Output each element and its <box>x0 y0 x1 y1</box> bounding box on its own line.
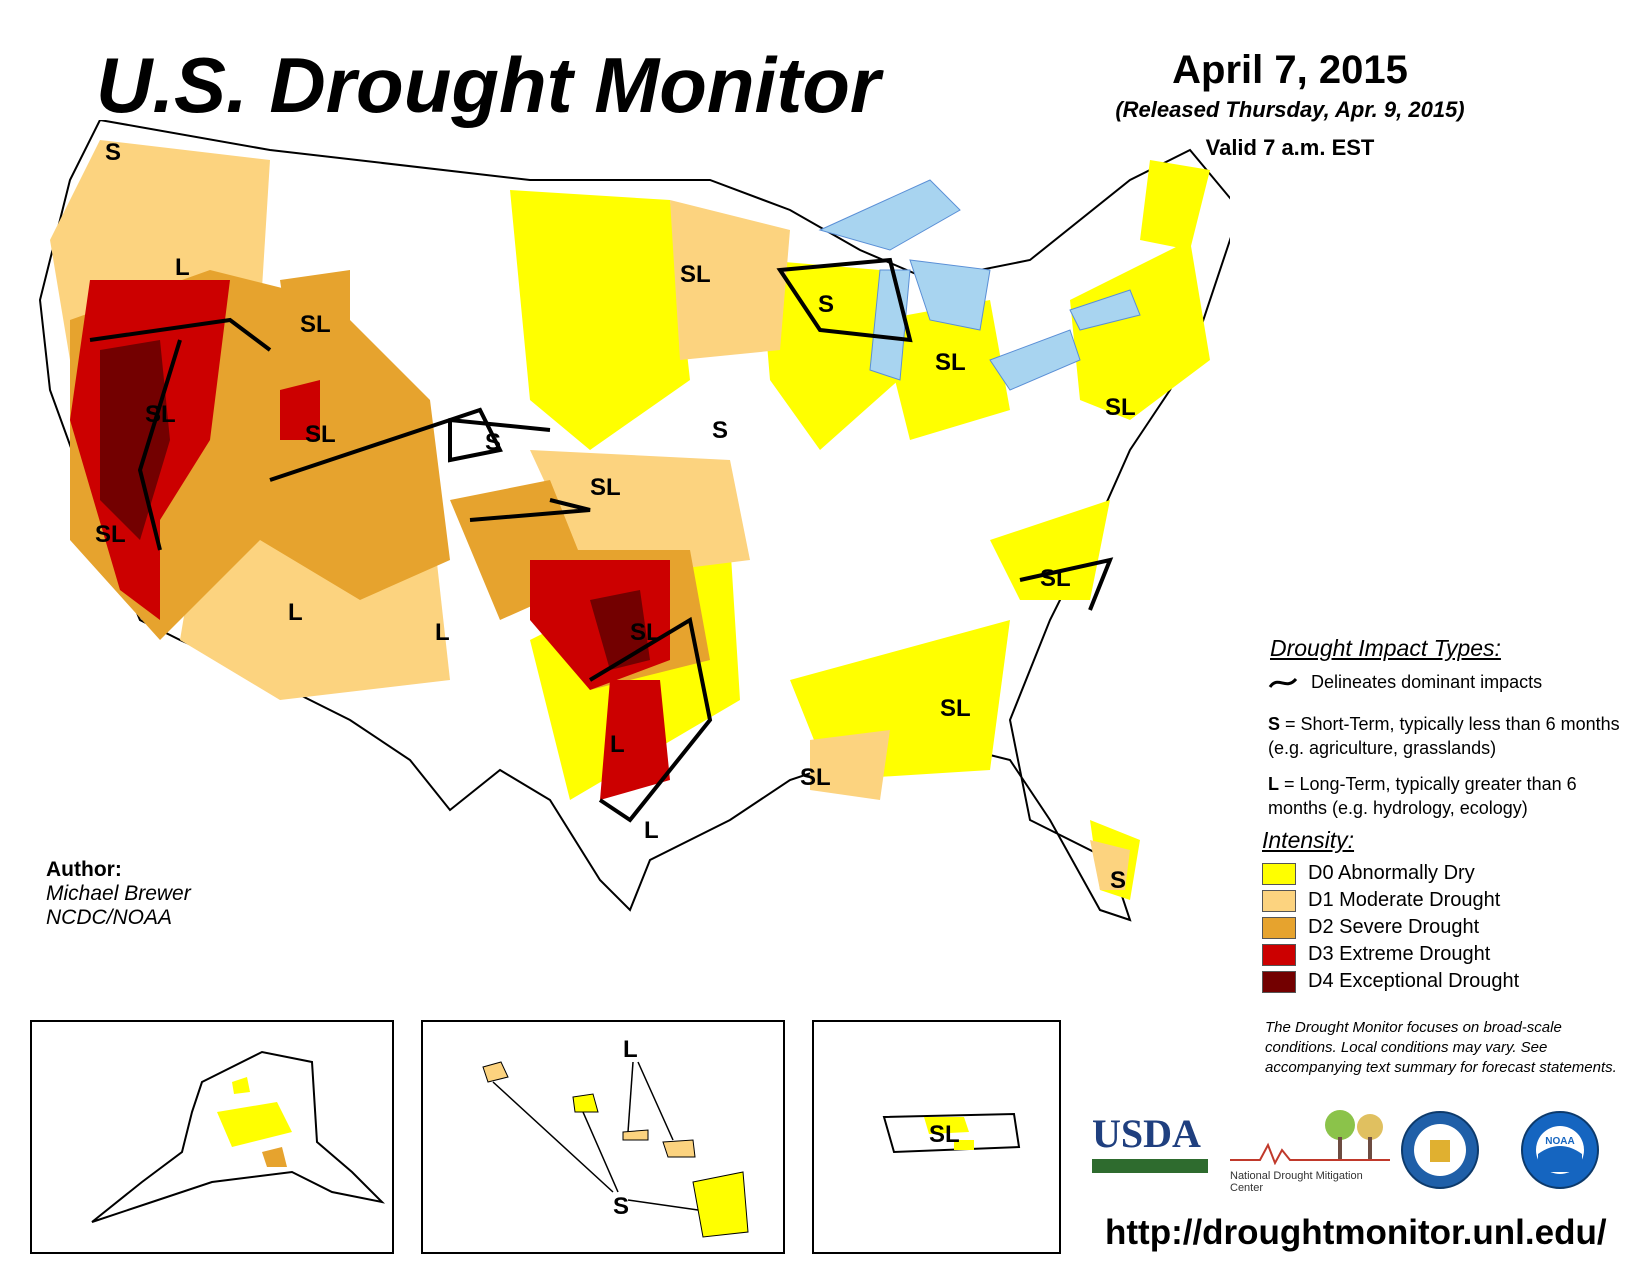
label-or-l: L <box>175 254 190 281</box>
d0-label: D0 Abnormally Dry <box>1308 862 1475 884</box>
delineates-legend-row: Delineates dominant impacts <box>1268 672 1542 693</box>
noaa-logo: NOAA <box>1520 1110 1600 1190</box>
d1-swatch <box>1262 889 1296 912</box>
ndmc-logo: National Drought Mitigation Center <box>1230 1105 1390 1194</box>
legend-d0: D0 Abnormally Dry <box>1262 862 1475 885</box>
d2-label: D2 Severe Drought <box>1308 916 1480 938</box>
label-pr-sl: SL <box>929 1121 960 1148</box>
d0-swatch <box>1262 862 1296 885</box>
label-wi-s: S <box>818 291 834 318</box>
disclaimer-text: The Drought Monitor focuses on broad-sca… <box>1265 1019 1617 1076</box>
delineates-text: Delineates dominant impacts <box>1311 672 1543 692</box>
label-tx-l: L <box>610 731 625 758</box>
label-mi-sl: SL <box>935 349 966 376</box>
legend-d3: D3 Extreme Drought <box>1262 943 1490 966</box>
label-wy-s: S <box>485 429 501 456</box>
short-term-key: S <box>1268 714 1281 734</box>
page-title: U.S. Drought Monitor <box>96 41 881 129</box>
usda-logo: USDA <box>1092 1110 1208 1190</box>
hawaii-map: L S <box>482 1036 749 1238</box>
long-term-key: L <box>1268 774 1279 794</box>
d4-label: D4 Exceptional Drought <box>1308 970 1520 992</box>
label-ca-sl: SL <box>95 521 126 548</box>
intensity-heading: Intensity: <box>1262 827 1355 853</box>
impact-types-heading: Drought Impact Types: <box>1270 635 1501 661</box>
conus-drought-map: S L SL SL SL S SL L L SL S SL S SL SL L … <box>38 120 1230 922</box>
label-tn-sl: SL <box>1040 565 1071 592</box>
label-la-sl: SL <box>800 764 831 791</box>
author-block: Author: Michael Brewer NCDC/NOAA <box>46 858 191 930</box>
label-ia-s: S <box>712 417 728 444</box>
author-org: NCDC/NOAA <box>46 906 173 929</box>
noaa-logo-text: NOAA <box>1545 1136 1574 1147</box>
d4-swatch <box>1262 970 1296 993</box>
short-term-text: = Short-Term, typically less than 6 mont… <box>1268 714 1620 758</box>
d4-areas <box>100 340 650 670</box>
delineation-line-icon <box>1268 678 1298 689</box>
legend-d2: D2 Severe Drought <box>1262 916 1479 939</box>
label-hi-l: L <box>623 1036 638 1063</box>
noaa-logo-icon: NOAA <box>1521 1111 1599 1189</box>
long-term-text: = Long-Term, typically greater than 6 mo… <box>1268 774 1577 818</box>
alaska-inset <box>30 1020 394 1254</box>
impact-lines <box>89 257 1114 823</box>
commerce-seal <box>1400 1110 1480 1190</box>
d2-swatch <box>1262 916 1296 939</box>
ndmc-logo-text: National Drought Mitigation Center <box>1230 1170 1363 1194</box>
puerto-rico-inset: SL <box>812 1020 1061 1254</box>
release-date: (Released Thursday, Apr. 9, 2015) <box>1115 97 1465 122</box>
label-ks-sl: SL <box>590 474 621 501</box>
usda-logo-band <box>1092 1159 1208 1173</box>
long-term-legend: L = Long-Term, typically greater than 6 … <box>1268 772 1628 820</box>
label-hi-s: S <box>613 1193 629 1220</box>
d3-swatch <box>1262 943 1296 966</box>
date-block: April 7, 2015 (Released Thursday, Apr. 9… <box>1080 48 1500 161</box>
label-nm-l: L <box>435 619 450 646</box>
label-mn-sl: SL <box>680 261 711 288</box>
label-al-sl: SL <box>940 695 971 722</box>
author-label: Author: <box>46 858 122 881</box>
label-id-sl: SL <box>300 311 331 338</box>
legend-d1: D1 Moderate Drought <box>1262 889 1500 912</box>
great-lakes <box>818 179 1141 391</box>
short-term-legend: S = Short-Term, typically less than 6 mo… <box>1268 712 1628 760</box>
valid-time: Valid 7 a.m. EST <box>1205 135 1375 160</box>
d1-label: D1 Moderate Drought <box>1308 889 1501 911</box>
label-pnw-s: S <box>105 139 121 166</box>
label-fl-s: S <box>1110 867 1126 894</box>
label-nv-sl: SL <box>145 401 176 428</box>
commerce-seal-icon <box>1401 1111 1479 1189</box>
website-url[interactable]: http://droughtmonitor.unl.edu/ <box>1105 1213 1607 1252</box>
alaska-map <box>91 1050 386 1223</box>
legend-d4: D4 Exceptional Drought <box>1262 970 1519 993</box>
label-pa-sl: SL <box>1105 394 1136 421</box>
ndmc-tree-icon <box>1230 1110 1390 1166</box>
author-name: Michael Brewer <box>46 882 191 905</box>
label-ut-sl: SL <box>305 421 336 448</box>
d3-label: D3 Extreme Drought <box>1308 943 1491 965</box>
hawaii-inset: L S <box>421 1020 785 1254</box>
map-date: April 7, 2015 <box>1172 48 1408 92</box>
label-stx-l: L <box>644 817 659 844</box>
label-az-l: L <box>288 599 303 626</box>
usda-logo-text: USDA <box>1092 1111 1201 1156</box>
puerto-rico-map: SL <box>882 1112 1021 1154</box>
label-ok-sl: SL <box>630 619 661 646</box>
